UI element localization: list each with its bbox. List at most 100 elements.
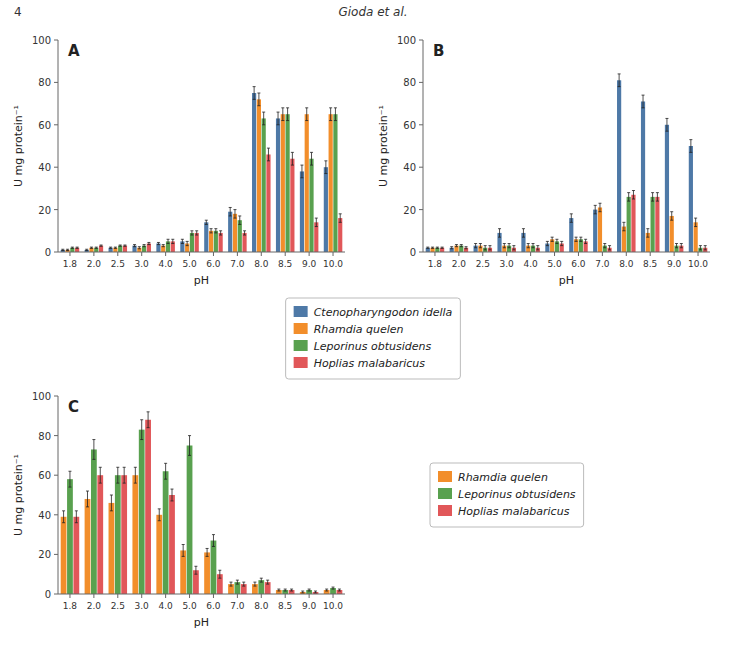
error-bar-line: [466, 247, 467, 249]
error-bar-cap: [689, 139, 692, 140]
error-bar-line: [148, 412, 149, 428]
x-axis: [423, 252, 710, 253]
error-bar-line: [69, 471, 70, 487]
bar: [214, 231, 218, 252]
error-bar-cap: [704, 245, 707, 246]
error-bar-line: [139, 247, 140, 249]
x-tick: [674, 252, 675, 256]
error-bar: [665, 118, 668, 131]
marks: [61, 412, 343, 594]
x-tick: [333, 252, 334, 256]
error-bar-cap: [512, 245, 515, 246]
error-bar-cap: [123, 246, 126, 247]
bar: [156, 244, 160, 252]
error-bar-cap: [182, 544, 185, 545]
error-bar: [66, 249, 69, 250]
error-bar-line: [523, 229, 524, 237]
bar: [306, 590, 312, 594]
bar: [651, 197, 655, 252]
error-bar: [260, 578, 263, 582]
error-bar-line: [316, 218, 317, 226]
error-bar-cap: [143, 244, 146, 245]
error-bar: [704, 246, 707, 250]
x-tick-label: 4.0: [158, 601, 173, 611]
error-bar-cap: [71, 247, 74, 248]
error-bar-cap: [315, 226, 318, 227]
error-bar-line: [292, 152, 293, 165]
x-tick-label: 7.0: [230, 601, 245, 611]
bar: [113, 248, 117, 252]
error-bar-line: [509, 244, 510, 248]
error-bar-cap: [670, 211, 673, 212]
bar: [61, 517, 67, 594]
error-bar: [162, 245, 165, 247]
error-bar: [455, 245, 458, 247]
error-bar-cap: [426, 247, 429, 248]
y-tick-label: 20: [38, 549, 51, 560]
error-bar-line: [158, 242, 159, 244]
error-bar-line: [211, 229, 212, 233]
marks: [61, 87, 343, 252]
error-bar-cap: [99, 467, 102, 468]
x-tick-label: 10.0: [688, 259, 708, 269]
error-bar: [75, 511, 78, 523]
error-bar: [61, 249, 64, 250]
error-bar-cap: [257, 93, 260, 94]
error-bar: [123, 467, 126, 483]
legend-swatch: [294, 357, 308, 368]
y-axis-label: U mg protein⁻¹: [377, 105, 390, 187]
error-bar-cap: [260, 578, 263, 579]
error-bar-cap: [314, 593, 317, 594]
error-bar-cap: [325, 589, 328, 590]
error-bar-cap: [450, 248, 453, 249]
error-bar: [181, 239, 184, 243]
error-bar-cap: [218, 578, 221, 579]
error-bar-line: [183, 545, 184, 557]
error-bar-line: [282, 108, 283, 121]
error-bar-cap: [188, 435, 191, 436]
error-bar-cap: [632, 190, 635, 191]
error-bar-cap: [455, 246, 458, 247]
error-bar: [134, 467, 137, 483]
bar: [156, 515, 162, 594]
bar: [333, 114, 337, 252]
y-tick-label: 0: [410, 247, 416, 258]
error-bar: [598, 203, 601, 211]
error-bar: [147, 242, 150, 244]
bar: [337, 590, 343, 594]
error-bar-cap: [133, 246, 136, 247]
error-bar: [315, 218, 318, 226]
error-bar-cap: [119, 246, 122, 247]
error-bar-cap: [229, 215, 232, 216]
error-bar-cap: [325, 591, 328, 592]
error-bar: [214, 229, 217, 233]
error-bar-cap: [579, 241, 582, 242]
error-bar-line: [263, 112, 264, 125]
error-bar-cap: [436, 247, 439, 248]
error-bar-cap: [455, 244, 458, 245]
bar: [593, 210, 597, 252]
bar: [163, 471, 169, 594]
error-bar-cap: [286, 120, 289, 121]
x-axis-label: pH: [559, 274, 574, 287]
error-bar-cap: [680, 247, 683, 248]
error-bar-cap: [147, 244, 150, 245]
bar: [132, 246, 136, 252]
error-bar-line: [285, 589, 286, 591]
error-bar-line: [643, 95, 644, 108]
error-bar-cap: [551, 237, 554, 238]
x-tick-label: 6.0: [206, 259, 221, 269]
x-tick-label: 3.0: [500, 259, 515, 269]
error-bar-line: [117, 467, 118, 483]
y-tick: [54, 252, 58, 253]
x-tick-label: 9.0: [667, 259, 682, 269]
error-bar-line: [148, 242, 149, 244]
error-bar: [460, 245, 463, 247]
y-tick: [54, 554, 58, 555]
bar: [121, 475, 127, 594]
error-bar-line: [315, 591, 316, 593]
error-bar: [277, 112, 280, 125]
error-bar: [579, 237, 582, 241]
error-bar-line: [163, 245, 164, 247]
error-bar-line: [239, 216, 240, 224]
